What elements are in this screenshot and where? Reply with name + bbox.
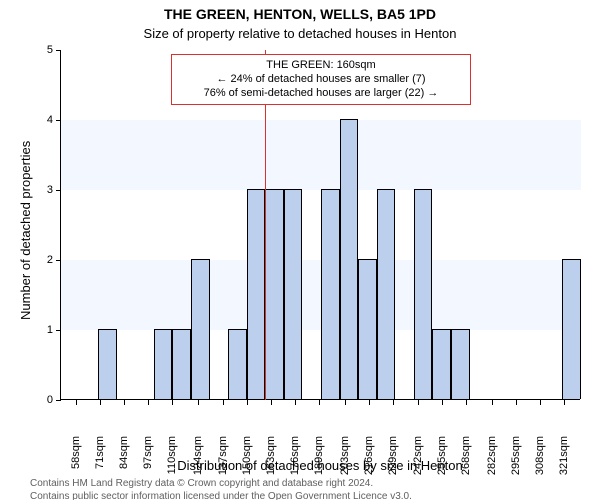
x-tick-mark [492, 400, 493, 405]
histogram-bar [321, 189, 340, 399]
x-tick-mark [124, 400, 125, 405]
property-info-box: THE GREEN: 160sqm← 24% of detached house… [171, 54, 471, 105]
x-tick-mark [345, 400, 346, 405]
y-tick-mark [56, 120, 61, 121]
y-axis-label: Number of detached properties [18, 141, 33, 320]
histogram-bar [284, 189, 303, 399]
x-tick-mark [466, 400, 467, 405]
chart-title: THE GREEN, HENTON, WELLS, BA5 1PD [0, 6, 600, 22]
info-box-line: 76% of semi-detached houses are larger (… [172, 87, 470, 101]
histogram-bar [191, 259, 210, 399]
grid-band [61, 120, 581, 190]
chart-container: THE GREEN, HENTON, WELLS, BA5 1PD Size o… [0, 0, 600, 500]
credits-line2: Contains public sector information licen… [30, 491, 600, 500]
y-tick-mark [56, 50, 61, 51]
credits: Contains HM Land Registry data © Crown c… [0, 478, 600, 500]
y-tick-mark [56, 400, 61, 401]
histogram-bar [432, 329, 451, 399]
histogram-bar [172, 329, 191, 399]
histogram-bar [340, 119, 359, 399]
info-box-line: THE GREEN: 160sqm [172, 59, 470, 73]
x-tick-mark [540, 400, 541, 405]
y-tick-mark [56, 330, 61, 331]
x-tick-mark [295, 400, 296, 405]
x-tick-mark [516, 400, 517, 405]
x-tick-mark [148, 400, 149, 405]
plot-area: 01234558sqm71sqm84sqm97sqm110sqm124sqm13… [60, 50, 580, 400]
y-tick-label: 2 [33, 254, 53, 266]
y-tick-label: 4 [33, 114, 53, 126]
histogram-bar [562, 259, 581, 399]
histogram-bar [451, 329, 470, 399]
histogram-bar [377, 189, 396, 399]
y-tick-label: 5 [33, 44, 53, 56]
x-tick-mark [369, 400, 370, 405]
x-axis-label: Distribution of detached houses by size … [60, 458, 580, 473]
y-tick-label: 0 [33, 394, 53, 406]
x-tick-mark [393, 400, 394, 405]
info-box-line: ← 24% of detached houses are smaller (7) [172, 73, 470, 87]
x-tick-mark [271, 400, 272, 405]
x-tick-mark [100, 400, 101, 405]
x-tick-mark [198, 400, 199, 405]
x-tick-mark [76, 400, 77, 405]
x-tick-mark [564, 400, 565, 405]
histogram-bar [228, 329, 247, 399]
chart-subtitle: Size of property relative to detached ho… [0, 26, 600, 41]
credits-line1: Contains HM Land Registry data © Crown c… [30, 478, 600, 491]
histogram-bar [247, 189, 266, 399]
histogram-bar [265, 189, 284, 399]
x-tick-mark [442, 400, 443, 405]
x-tick-mark [418, 400, 419, 405]
histogram-bar [98, 329, 117, 399]
x-tick-mark [247, 400, 248, 405]
y-tick-mark [56, 190, 61, 191]
x-tick-mark [223, 400, 224, 405]
y-tick-mark [56, 260, 61, 261]
y-tick-label: 1 [33, 324, 53, 336]
y-tick-label: 3 [33, 184, 53, 196]
x-tick-mark [319, 400, 320, 405]
x-tick-mark [172, 400, 173, 405]
histogram-bar [414, 189, 433, 399]
histogram-bar [154, 329, 173, 399]
histogram-bar [358, 259, 377, 399]
